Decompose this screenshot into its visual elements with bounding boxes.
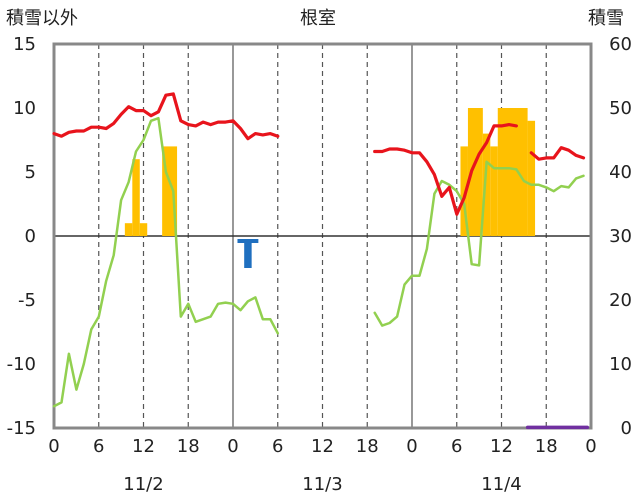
right-tick-label: 10 bbox=[609, 354, 632, 375]
right-tick-label: 0 bbox=[621, 418, 632, 439]
date-label: 11/4 bbox=[481, 474, 521, 495]
left-tick-label: 15 bbox=[13, 34, 36, 55]
left-tick-label: 10 bbox=[13, 98, 36, 119]
right-tick-label: 50 bbox=[609, 98, 632, 119]
x-tick-label: 0 bbox=[585, 436, 596, 457]
date-label: 11/3 bbox=[302, 474, 342, 495]
x-tick-label: 6 bbox=[93, 436, 104, 457]
negative-bar-cap bbox=[237, 239, 259, 243]
x-tick-label: 18 bbox=[356, 436, 379, 457]
negative-bar bbox=[244, 241, 252, 268]
precip-bar bbox=[482, 133, 491, 236]
left-tick-label: 5 bbox=[25, 162, 36, 183]
chart-title: 根室 bbox=[300, 8, 336, 29]
x-tick-label: 18 bbox=[535, 436, 558, 457]
temperature-line bbox=[373, 122, 519, 216]
precip-bar bbox=[497, 108, 528, 236]
left-axis-label: 積雪以外 bbox=[6, 8, 78, 29]
x-tick-label: 0 bbox=[227, 436, 238, 457]
dew-point-line bbox=[373, 160, 585, 327]
x-tick-label: 0 bbox=[48, 436, 59, 457]
x-tick-label: 12 bbox=[311, 436, 334, 457]
x-tick-label: 18 bbox=[177, 436, 200, 457]
date-label: 11/2 bbox=[123, 474, 163, 495]
temperature-line bbox=[529, 146, 586, 161]
x-tick-label: 0 bbox=[406, 436, 417, 457]
x-tick-label: 6 bbox=[272, 436, 283, 457]
left-tick-label: -5 bbox=[18, 290, 36, 311]
dew-point-line bbox=[52, 116, 280, 408]
x-tick-label: 6 bbox=[451, 436, 462, 457]
left-tick-label: -10 bbox=[7, 354, 36, 375]
precip-bar bbox=[124, 223, 133, 236]
precip-bar bbox=[490, 146, 498, 236]
left-tick-label: -15 bbox=[7, 418, 36, 439]
precip-bar bbox=[139, 223, 148, 236]
left-tick-label: 0 bbox=[25, 226, 36, 247]
right-tick-label: 60 bbox=[609, 34, 632, 55]
right-tick-label: 30 bbox=[609, 226, 632, 247]
x-tick-label: 12 bbox=[490, 436, 513, 457]
right-tick-label: 20 bbox=[609, 290, 632, 311]
plot-frame bbox=[52, 42, 593, 430]
precip-bar bbox=[460, 146, 468, 236]
right-axis-label: 積雪 bbox=[588, 8, 624, 29]
x-tick-label: 12 bbox=[132, 436, 155, 457]
temperature-line bbox=[52, 92, 280, 141]
precip-bar bbox=[132, 159, 140, 236]
precip-bar bbox=[527, 120, 536, 236]
plot-area bbox=[52, 92, 590, 430]
precip-bar bbox=[467, 108, 483, 236]
right-tick-label: 40 bbox=[609, 162, 632, 183]
